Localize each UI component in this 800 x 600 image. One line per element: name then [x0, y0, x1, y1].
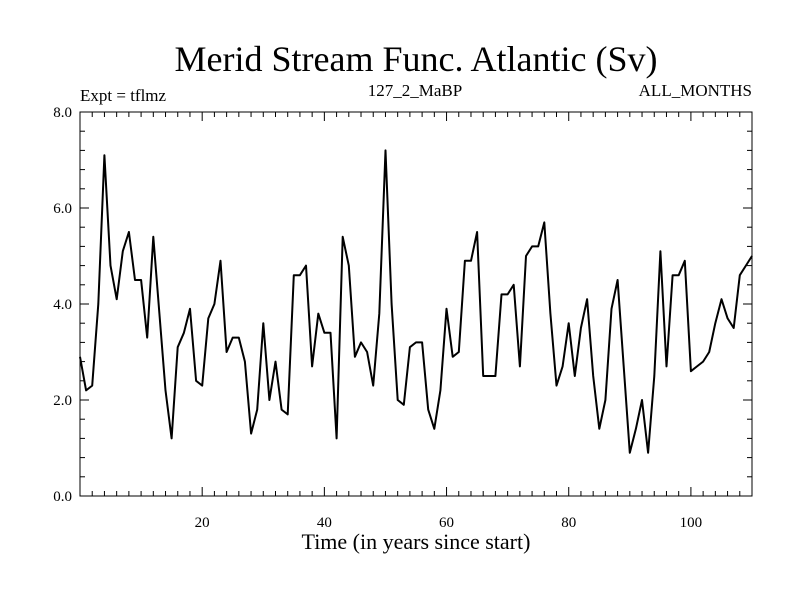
series-layer	[79, 149, 753, 454]
period-label: 127_2_MaBP	[368, 81, 462, 100]
y-tick-label: 2.0	[53, 393, 72, 409]
x-tick-label: 100	[680, 515, 703, 531]
y-tick-label: 8.0	[53, 105, 72, 121]
x-axis-ticks: 20 40 60 80 100	[91, 112, 741, 531]
months-label: ALL_MONTHS	[639, 81, 752, 100]
y-tick-label: 6.0	[53, 201, 72, 217]
x-axis-label: Time (in years since start)	[302, 529, 531, 554]
y-axis-ticks: 0.0 2.0 4.0 6.0 8.0	[53, 105, 752, 505]
plot-frame	[79, 111, 753, 497]
y-tick-label: 4.0	[53, 297, 72, 313]
x-tick-label: 60	[439, 515, 454, 531]
x-tick-label: 80	[561, 515, 576, 531]
x-tick-label: 20	[195, 515, 210, 531]
y-tick-label: 0.0	[53, 489, 72, 505]
x-tick-label: 40	[317, 515, 332, 531]
chart-title: Merid Stream Func. Atlantic (Sv)	[175, 39, 658, 79]
experiment-label: Expt = tflmz	[80, 86, 167, 105]
series-line	[79, 149, 753, 454]
